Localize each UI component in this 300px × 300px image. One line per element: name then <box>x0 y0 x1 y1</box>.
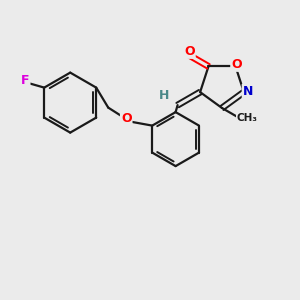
Text: O: O <box>231 58 242 71</box>
Text: H: H <box>158 88 169 102</box>
Text: N: N <box>243 85 253 98</box>
Text: CH₃: CH₃ <box>237 113 258 123</box>
Text: O: O <box>121 112 131 125</box>
Text: F: F <box>21 74 29 87</box>
Text: O: O <box>184 45 195 58</box>
